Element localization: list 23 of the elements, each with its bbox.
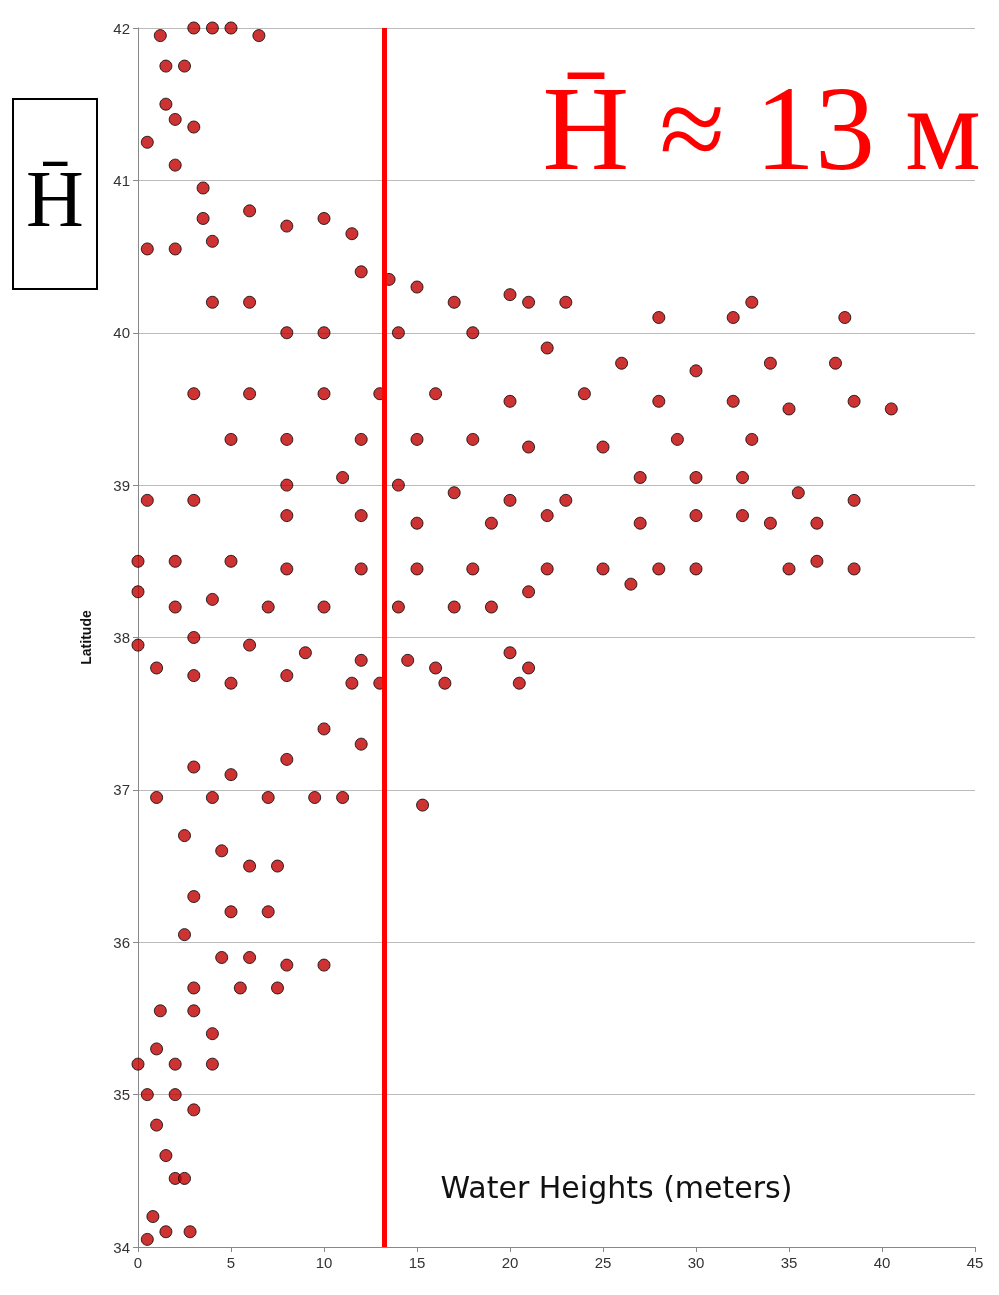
y-tick-label: 35 — [113, 1086, 130, 1104]
x-tick-label: 35 — [780, 1254, 798, 1271]
y-tick-label: 42 — [113, 19, 130, 37]
x-tick-label: 45 — [966, 1254, 984, 1271]
x-tick-label: 30 — [687, 1254, 705, 1271]
ref-line-label: H̄ ≈ 13 м — [542, 61, 982, 195]
y-tick-label: 39 — [113, 476, 130, 494]
y-tick-label: 36 — [113, 933, 130, 951]
x-tick-label: 25 — [594, 1254, 612, 1271]
x-tick-label: 10 — [315, 1254, 333, 1271]
y-tick-label: 40 — [113, 324, 130, 342]
y-axis-title: Latitude — [78, 610, 94, 665]
x-tick-label: 15 — [408, 1254, 426, 1271]
x-axis-title: Water Heights (meters) — [440, 1169, 793, 1205]
x-tick-label: 20 — [501, 1254, 519, 1271]
y-tick-label: 38 — [113, 629, 130, 646]
text: H̄ — [26, 155, 84, 243]
y-tick-label: 34 — [113, 1238, 130, 1256]
y-tick-label: 41 — [113, 171, 130, 189]
x-tick-label: 40 — [873, 1254, 891, 1271]
x-tick-label: 5 — [226, 1254, 236, 1271]
x-tick-label: 0 — [133, 1254, 143, 1271]
y-tick-label: 37 — [113, 781, 130, 799]
